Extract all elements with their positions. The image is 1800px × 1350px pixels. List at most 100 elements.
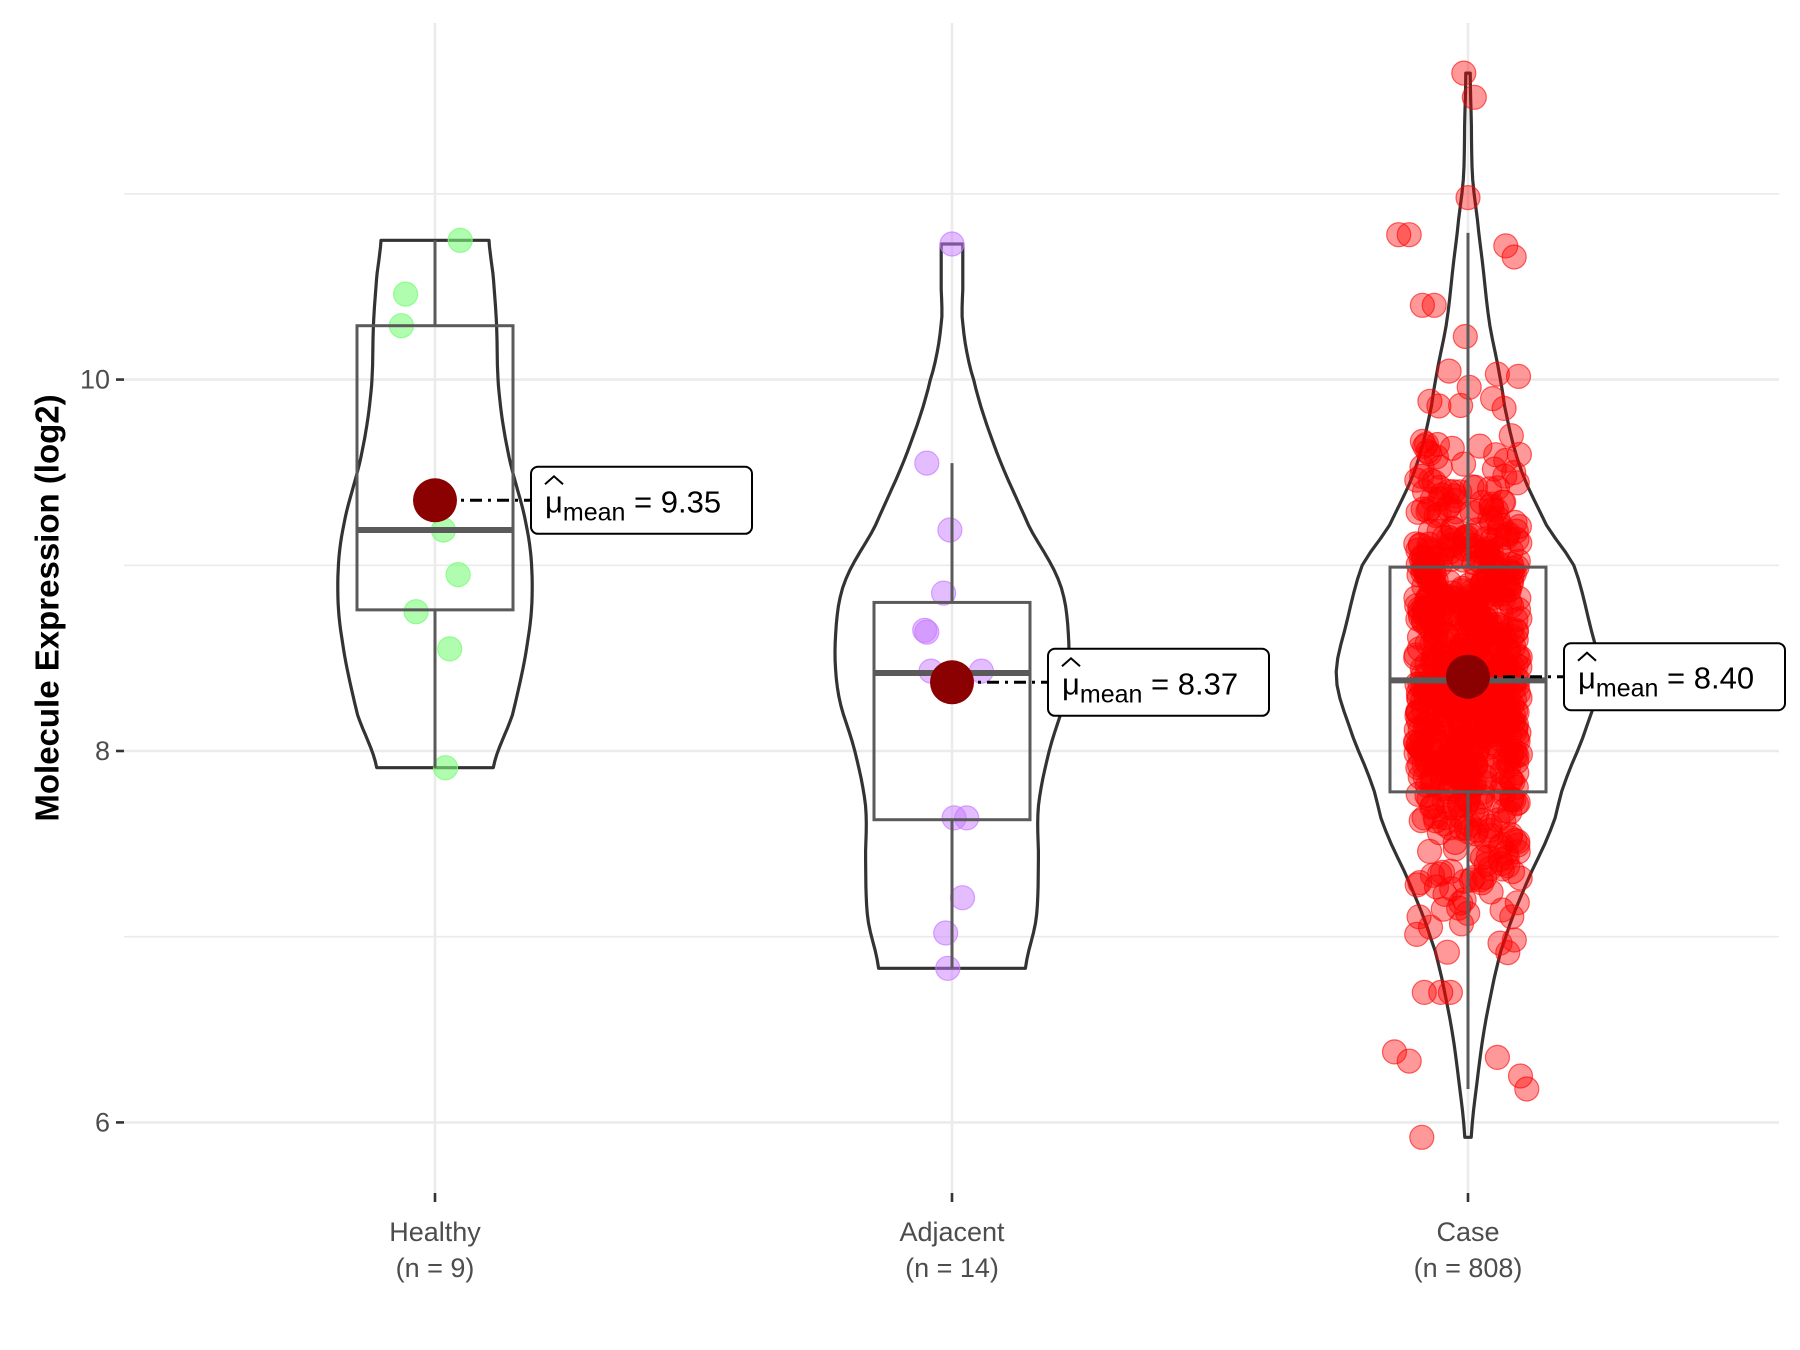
point-layer (388, 60, 1540, 1150)
data-point (1455, 185, 1481, 211)
mean-label-case: μmean = 8.40 (1578, 661, 1754, 703)
data-point (1447, 587, 1474, 614)
data-point (1450, 451, 1477, 477)
data-point (1498, 821, 1524, 848)
y-tick-label: 8 (95, 736, 110, 766)
data-point (1476, 476, 1503, 502)
data-point (1484, 1044, 1511, 1071)
data-point (1506, 441, 1533, 468)
data-point (403, 599, 429, 625)
data-point (447, 227, 473, 253)
mu-hat-symbol: μ (1062, 666, 1080, 701)
data-point (1419, 681, 1446, 707)
data-point (1420, 770, 1446, 797)
data-point (1419, 650, 1445, 676)
data-point (1396, 1048, 1422, 1074)
data-point (1489, 856, 1515, 882)
data-point (1497, 799, 1523, 826)
data-point (1381, 1039, 1408, 1065)
mean-point-healthy (413, 478, 457, 523)
data-point (1504, 726, 1530, 752)
box-healthy (355, 324, 515, 612)
data-point (1503, 518, 1529, 544)
data-point (1481, 639, 1508, 665)
data-point (1406, 636, 1433, 662)
data-point (1504, 470, 1530, 496)
hat-accent-icon (1577, 651, 1597, 662)
x-tick-label-case: Case (1436, 1217, 1499, 1247)
data-point (1403, 585, 1429, 611)
data-point (1484, 361, 1511, 387)
data-point (1386, 222, 1412, 248)
data-point (1485, 807, 1511, 833)
data-point (914, 450, 940, 476)
data-point (1470, 807, 1496, 833)
data-point (1428, 979, 1454, 1006)
data-point (1417, 914, 1444, 940)
mean-subscript: mean (563, 498, 626, 526)
data-point (1491, 704, 1517, 730)
data-point (937, 517, 963, 543)
mean-label-healthy: μmean = 9.35 (545, 484, 721, 526)
data-point (1501, 927, 1527, 953)
data-point (1404, 593, 1430, 619)
mean-value: = 9.35 (625, 484, 721, 519)
data-point (1498, 423, 1524, 449)
data-point (1493, 447, 1519, 473)
data-point (1501, 244, 1527, 270)
data-point (1461, 84, 1487, 110)
mu-hat-symbol: μ (1578, 661, 1596, 696)
x-tick-label-adjacent: Adjacent (899, 1217, 1005, 1247)
data-point (1505, 790, 1531, 816)
data-point (1443, 499, 1469, 525)
data-point (1405, 537, 1431, 563)
data-point (1421, 292, 1447, 318)
mean-label-adjacent: μmean = 8.37 (1062, 666, 1238, 708)
data-point (1434, 939, 1461, 965)
data-point (393, 281, 419, 307)
mean-label-box-healthy (530, 465, 753, 535)
data-point (1507, 1063, 1534, 1089)
violin-case (1334, 71, 1602, 1139)
data-point (933, 920, 959, 946)
data-point (1417, 388, 1443, 414)
mean-value: = 8.37 (1142, 666, 1238, 701)
data-point (432, 755, 459, 781)
data-point (1456, 812, 1483, 838)
data-point (1396, 222, 1422, 248)
x-tick-count-case: (n = 808) (1414, 1253, 1523, 1283)
data-point (1457, 604, 1484, 630)
y-tick-label: 10 (80, 365, 110, 395)
data-point (1417, 467, 1444, 493)
mean-subscript: mean (1596, 675, 1659, 703)
data-point (1415, 439, 1441, 465)
data-point (1437, 979, 1464, 1006)
hat-accent-icon (544, 474, 564, 486)
x-tick-count-healthy: (n = 9) (396, 1253, 475, 1283)
data-point (1414, 552, 1440, 579)
data-point (1504, 699, 1530, 726)
data-point (1443, 723, 1469, 749)
data-point (1462, 751, 1488, 777)
data-point (1433, 622, 1459, 648)
data-point (1409, 1124, 1435, 1150)
data-point (1404, 921, 1430, 948)
data-point (445, 561, 471, 588)
data-point (1439, 876, 1465, 902)
data-point (930, 580, 957, 606)
data-point (1504, 890, 1530, 916)
data-point (1420, 703, 1446, 729)
data-point (1411, 736, 1437, 763)
data-point (1436, 358, 1462, 384)
data-point (1489, 897, 1515, 923)
data-point (1494, 521, 1520, 548)
mean-label-box-adjacent (1047, 647, 1270, 717)
data-point (1488, 599, 1514, 626)
data-point (1452, 323, 1478, 350)
data-point (1451, 60, 1477, 86)
mean-value: = 8.40 (1658, 661, 1754, 696)
violin-healthy (336, 238, 534, 770)
data-point (1466, 840, 1493, 866)
data-point (1407, 869, 1433, 896)
